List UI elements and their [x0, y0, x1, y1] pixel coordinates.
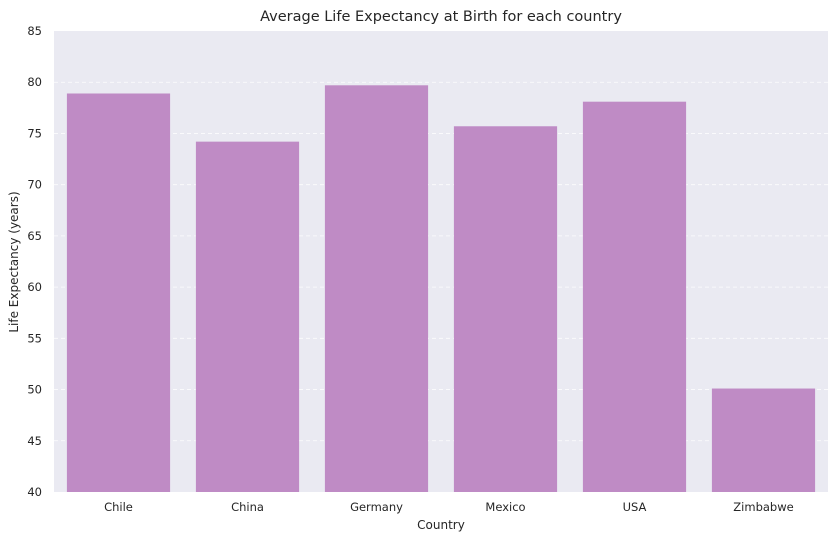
bars: [66, 85, 816, 493]
y-tick-label: 45: [27, 434, 42, 448]
y-tick-label: 75: [27, 126, 42, 140]
y-tick-label: 40: [27, 485, 42, 499]
y-tick-labels: 40 45 50 55 60 65 70 75 80 85: [27, 24, 42, 499]
bar-germany: [324, 85, 429, 492]
y-tick-label: 85: [27, 24, 42, 38]
x-tick-label: Mexico: [485, 500, 525, 514]
x-tick-label: Zimbabwe: [733, 500, 793, 514]
y-tick-label: 80: [27, 75, 42, 89]
y-tick-label: 60: [27, 280, 42, 294]
y-tick-label: 50: [27, 383, 42, 397]
y-tick-label: 55: [27, 331, 42, 345]
bar-china: [195, 141, 300, 492]
bar-mexico: [453, 126, 558, 493]
bar-chile: [66, 93, 171, 492]
y-tick-label: 65: [27, 229, 42, 243]
y-tick-label: 70: [27, 178, 42, 192]
x-tick-label: China: [231, 500, 264, 514]
bar-zimbabwe: [711, 388, 816, 492]
chart-title: Average Life Expectancy at Birth for eac…: [260, 9, 622, 25]
gridlines: [54, 81, 828, 442]
bar-usa: [582, 101, 687, 492]
x-tick-label: Chile: [104, 500, 133, 514]
y-axis-label: Life Expectancy (years): [7, 191, 21, 332]
plot-area: [54, 31, 828, 492]
x-tick-label: USA: [623, 500, 647, 514]
x-tick-label: Germany: [350, 500, 403, 514]
x-axis-label: Country: [417, 518, 465, 532]
x-tick-labels: Chile China Germany Mexico USA Zimbabwe: [104, 500, 794, 514]
